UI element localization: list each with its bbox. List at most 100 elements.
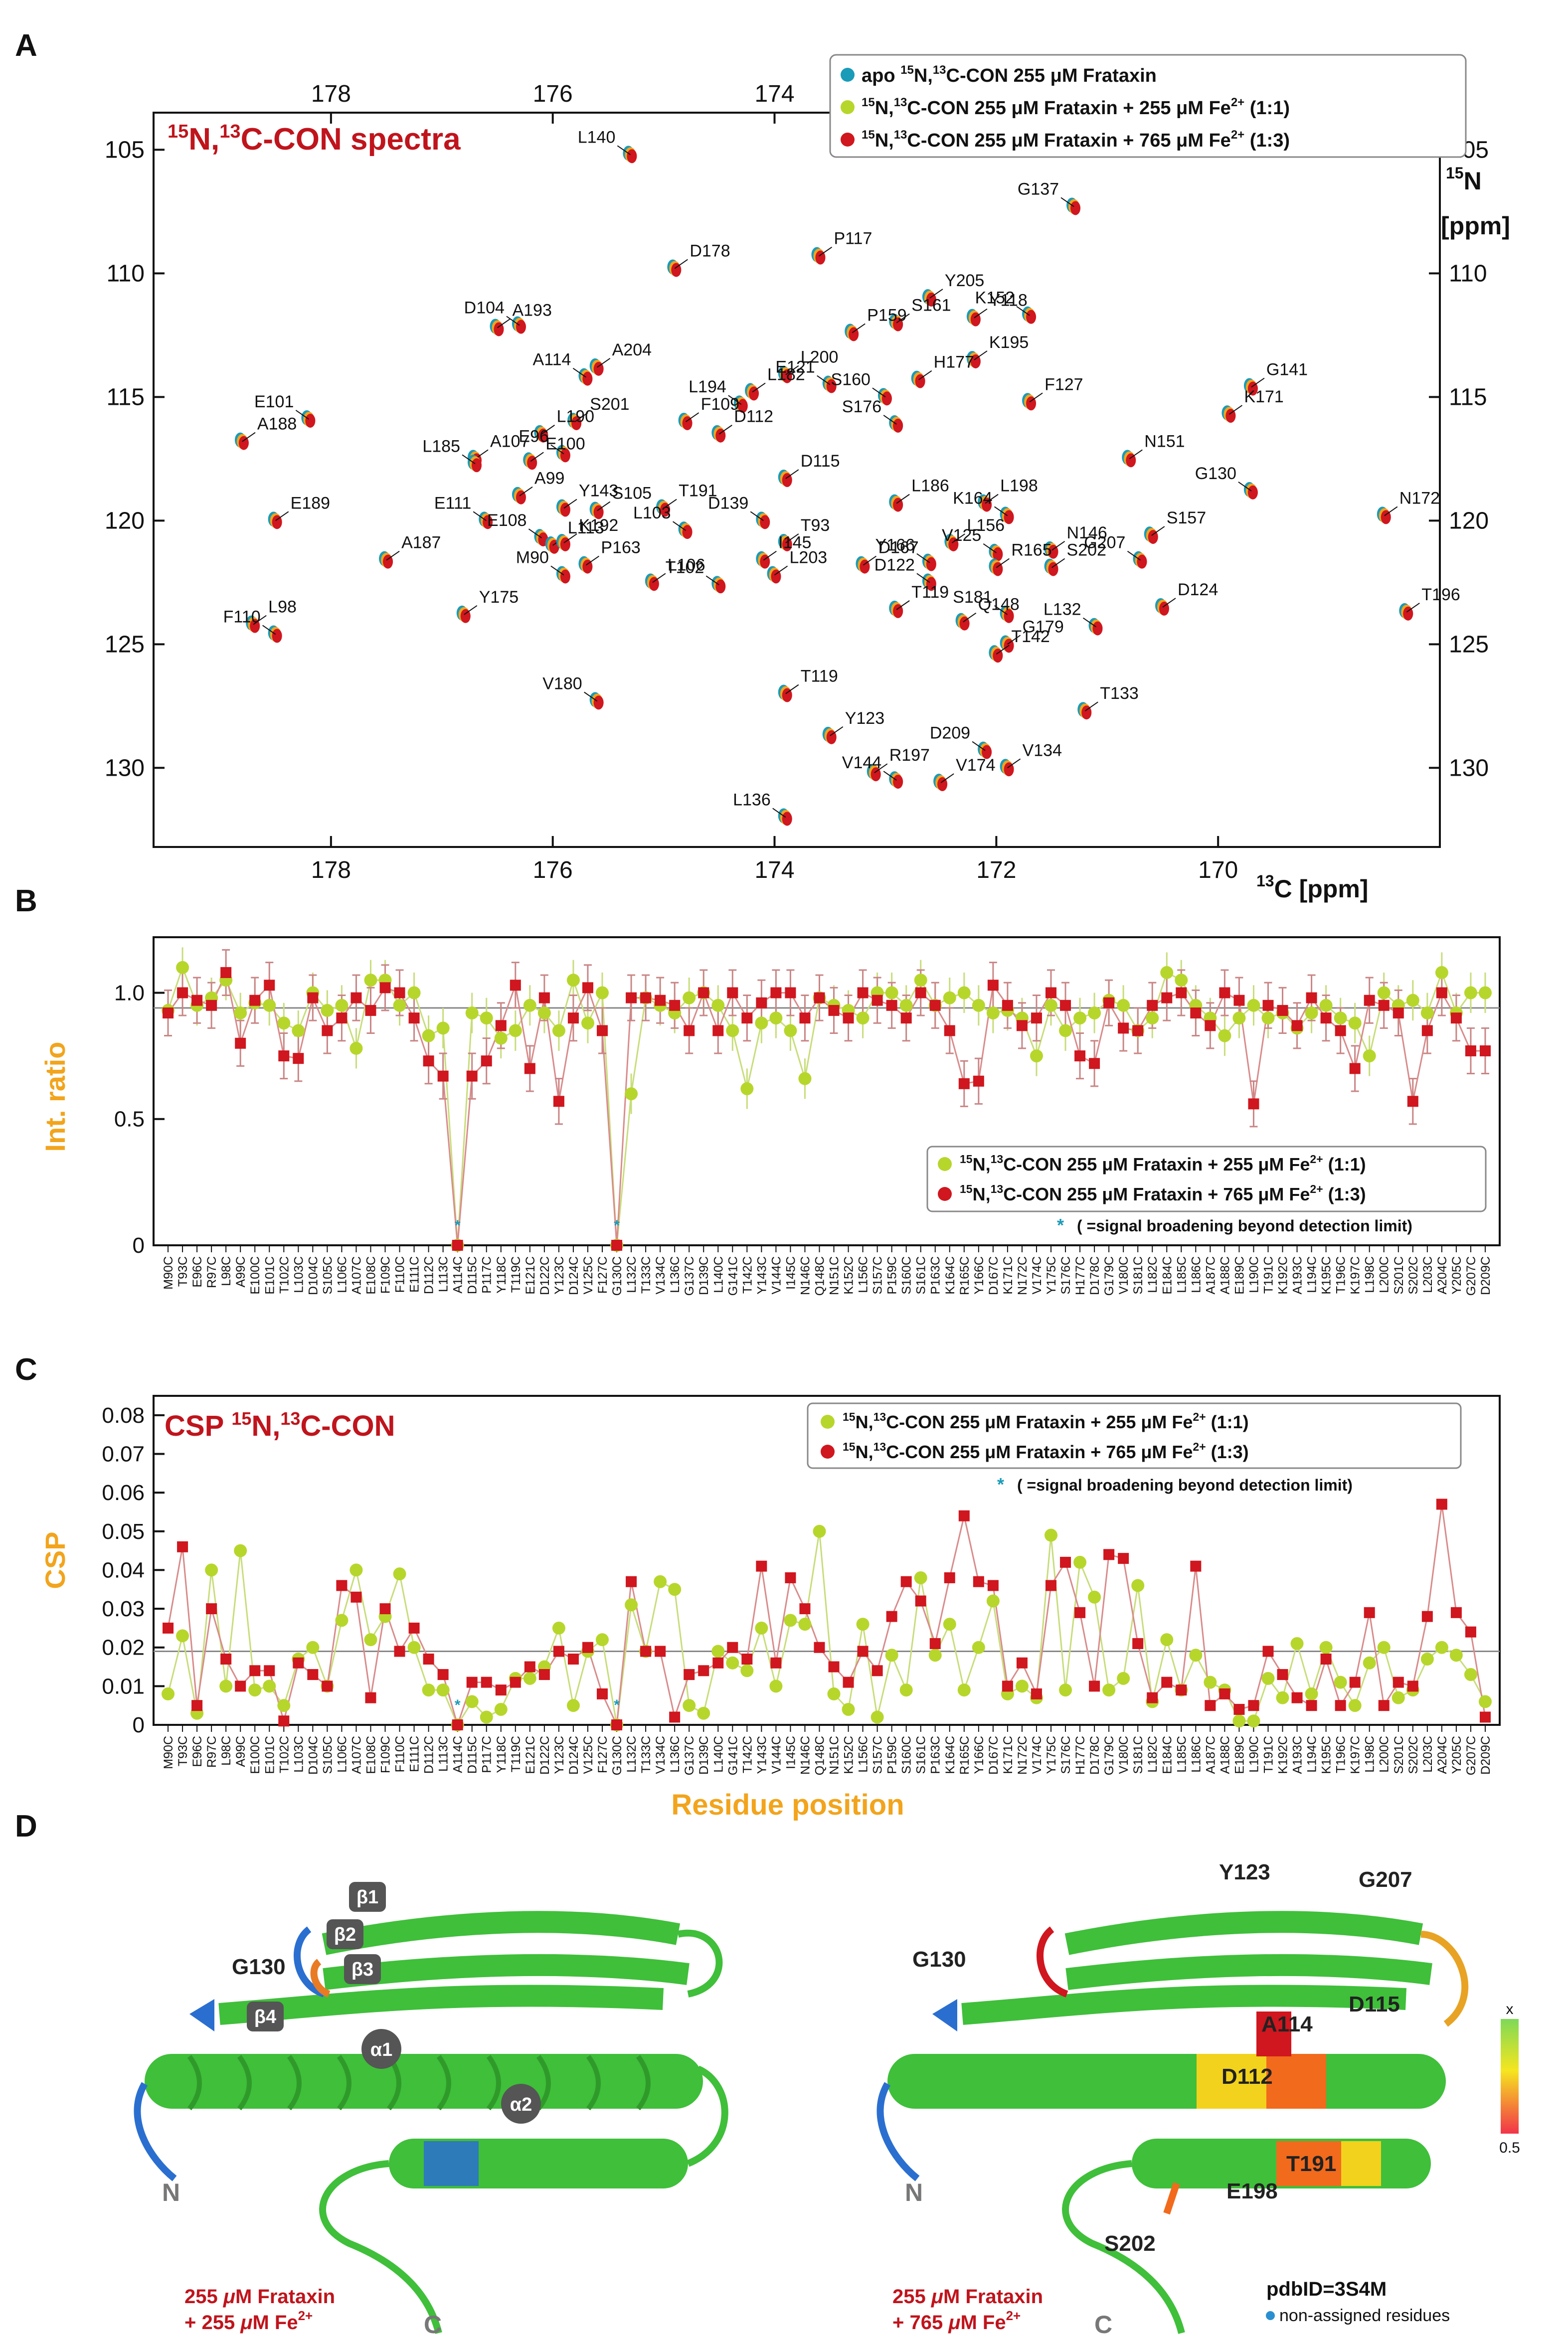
point-1to1 xyxy=(899,999,913,1012)
residue-label: E96C xyxy=(190,1736,204,1767)
point-1to3 xyxy=(1060,1556,1071,1568)
point-1to3 xyxy=(1320,1654,1332,1665)
point-1to3 xyxy=(408,1622,420,1634)
loop-top-right xyxy=(677,1929,723,1998)
caption-left-line2: + 255 μM Fe2+ xyxy=(184,2308,313,2334)
point-1to3 xyxy=(1248,1700,1259,1711)
point-1to3 xyxy=(915,987,926,999)
peak-leader xyxy=(262,625,276,635)
peak-1to3 xyxy=(1381,510,1391,524)
residue-label: A204C xyxy=(1435,1256,1449,1294)
point-1to1 xyxy=(1247,1714,1260,1728)
residue-label: D122C xyxy=(538,1736,552,1775)
point-1to3 xyxy=(567,1012,579,1024)
peak-leader xyxy=(541,424,555,435)
spectrum-x-axis-label: 13C [ppm] xyxy=(1256,872,1368,903)
peak-label: D112 xyxy=(734,407,773,426)
point-1to3 xyxy=(350,992,362,1004)
point-1to3 xyxy=(655,1646,666,1657)
peak-leader xyxy=(1029,392,1043,403)
peak-leader xyxy=(785,469,799,479)
residue-label: V134C xyxy=(654,1256,668,1294)
point-1to1 xyxy=(1406,994,1419,1007)
peak-1to3 xyxy=(782,812,792,826)
point-1to1 xyxy=(986,1006,1000,1019)
peak-label: E100 xyxy=(545,434,585,453)
point-1to1 xyxy=(798,1072,812,1085)
peak-label: L182 xyxy=(767,365,805,384)
peak-leader xyxy=(563,533,577,543)
point-1to3 xyxy=(336,1580,348,1591)
csp-legend-entry-1to3: 15N,13C-CON 255 μM Frataxin + 765 μM Fe2… xyxy=(843,1440,1249,1462)
peak-label: T133 xyxy=(1100,684,1139,703)
point-1to1 xyxy=(537,1006,551,1019)
peak-leader xyxy=(686,412,699,422)
peak-1to3 xyxy=(881,391,892,406)
peak-leader xyxy=(464,605,478,615)
point-1to3 xyxy=(293,1657,304,1669)
csp-legend-marker-1to3 xyxy=(821,1445,835,1459)
peak-1to3 xyxy=(1092,621,1103,636)
peak-1to3 xyxy=(516,490,526,504)
point-1to3 xyxy=(1378,1000,1390,1011)
point-1to1 xyxy=(480,1710,493,1724)
peak-1to3 xyxy=(771,569,781,584)
strand-b3 xyxy=(218,1985,664,2025)
residue-label: Q148C xyxy=(813,1256,827,1296)
peak-leader xyxy=(896,313,910,324)
peak-leader xyxy=(462,454,476,465)
residue-label: G207C xyxy=(1464,1256,1478,1296)
residue-label: L132C xyxy=(625,1256,639,1293)
residue-label: L140C xyxy=(711,1736,725,1773)
peak-leader xyxy=(763,550,777,561)
label-c-right: C xyxy=(1094,2311,1112,2339)
caption-right-line2: + 765 μM Fe2+ xyxy=(892,2308,1021,2334)
strand-r2 xyxy=(1065,1954,1432,1990)
n-terminal-tail-right xyxy=(876,2082,920,2182)
point-1to3 xyxy=(1045,1580,1056,1591)
point-1to3 xyxy=(741,1654,753,1665)
point-1to3 xyxy=(1436,987,1447,999)
point-1to3 xyxy=(567,1654,579,1665)
point-1to1 xyxy=(581,1016,594,1030)
peak-leader xyxy=(673,521,687,531)
label-n-left: N xyxy=(162,2179,180,2206)
residue-label: K171C xyxy=(1001,1736,1015,1774)
peak-leader xyxy=(585,555,599,566)
residue-label: L200C xyxy=(1378,1256,1392,1293)
point-1to3 xyxy=(843,1012,854,1024)
residue-label: F109C xyxy=(379,1736,393,1773)
peak-1to3 xyxy=(993,562,1003,576)
peak-label: A99 xyxy=(534,469,565,488)
label-a1-bg xyxy=(361,2029,401,2069)
peak-1to3 xyxy=(1247,485,1258,500)
point-1to3 xyxy=(322,1025,333,1036)
point-1to1 xyxy=(1348,1699,1362,1712)
point-1to3 xyxy=(828,1661,840,1673)
point-1to1 xyxy=(813,1524,826,1538)
residue-label: N146C xyxy=(798,1736,812,1775)
point-1to1 xyxy=(668,1583,682,1596)
peak-1to3 xyxy=(926,557,936,571)
point-1to1 xyxy=(1305,1006,1318,1019)
residue-label: G130C xyxy=(610,1256,624,1296)
residue-label: K164C xyxy=(943,1256,957,1294)
point-1to1 xyxy=(1088,1590,1101,1604)
loop-g130-highlight xyxy=(310,1959,331,1998)
peak-label: V144 xyxy=(842,753,881,772)
t191-orange-segment xyxy=(1276,2141,1341,2186)
peak-label: N146 xyxy=(1067,523,1107,542)
residue-label: S176C xyxy=(1059,1736,1073,1774)
residue-label: S161C xyxy=(914,1256,928,1294)
point-1to3 xyxy=(684,1025,695,1036)
residue-label: T196C xyxy=(1334,1256,1348,1294)
residue-label: Y166C xyxy=(972,1256,986,1294)
point-1to1 xyxy=(465,1006,479,1019)
residue-label: A107C xyxy=(349,1736,363,1774)
peak-leader xyxy=(818,246,833,257)
point-1to3 xyxy=(814,992,825,1004)
peak-label: F127 xyxy=(1045,375,1083,394)
peak-label: S105 xyxy=(612,484,652,503)
point-1to3 xyxy=(857,987,869,999)
t191-yellow-segment xyxy=(1341,2141,1381,2186)
